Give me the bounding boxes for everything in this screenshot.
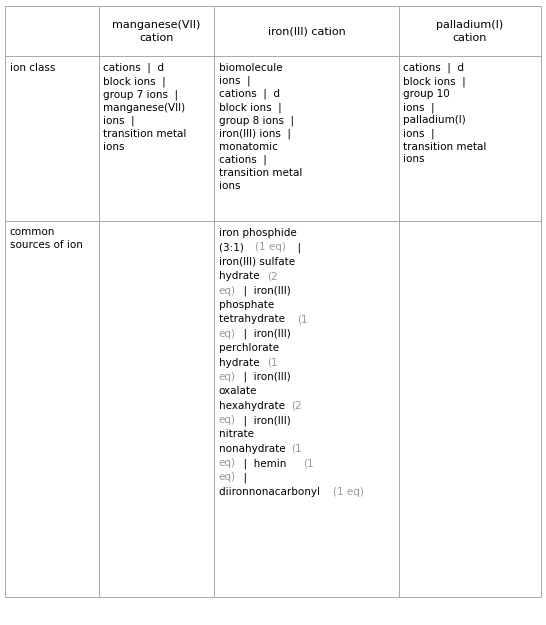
Text: ion class: ion class: [10, 62, 55, 72]
Text: hexahydrate: hexahydrate: [218, 401, 288, 411]
Text: eq): eq): [218, 329, 235, 339]
Text: (1 eq): (1 eq): [333, 487, 364, 497]
Text: diironnonacarbonyl: diironnonacarbonyl: [218, 487, 323, 497]
Text: (2: (2: [267, 271, 277, 281]
Text: (1: (1: [267, 357, 277, 367]
Text: tetrahydrate: tetrahydrate: [218, 314, 288, 324]
Text: (1 eq): (1 eq): [255, 242, 286, 252]
Text: nitrate: nitrate: [218, 429, 253, 439]
Text: (1: (1: [297, 314, 308, 324]
Text: |  iron(III): | iron(III): [236, 329, 290, 339]
Text: manganese(VII)
cation: manganese(VII) cation: [112, 20, 201, 42]
Text: eq): eq): [218, 458, 235, 468]
Text: phosphate: phosphate: [218, 300, 274, 310]
Text: perchlorate: perchlorate: [218, 343, 278, 353]
Text: |  iron(III): | iron(III): [236, 286, 290, 296]
Text: iron(III) cation: iron(III) cation: [268, 26, 345, 36]
Text: |  hemin: | hemin: [236, 458, 289, 469]
Text: palladium(I)
cation: palladium(I) cation: [436, 20, 503, 42]
Text: cations  |  d
block ions  |
group 7 ions  |
manganese(VII)
ions  |
transition me: cations | d block ions | group 7 ions | …: [104, 62, 187, 151]
Text: eq): eq): [218, 472, 235, 482]
Text: (1: (1: [291, 444, 301, 454]
Text: |: |: [236, 472, 247, 483]
Text: |  iron(III): | iron(III): [236, 415, 290, 426]
Text: hydrate: hydrate: [218, 357, 263, 367]
Text: eq): eq): [218, 286, 235, 296]
Text: oxalate: oxalate: [218, 386, 257, 396]
Text: eq): eq): [218, 372, 235, 382]
Text: hydrate: hydrate: [218, 271, 263, 281]
Text: |: |: [291, 242, 301, 253]
Text: iron phosphide: iron phosphide: [218, 228, 296, 238]
Text: (3:1): (3:1): [218, 242, 247, 252]
Text: (1: (1: [303, 458, 314, 468]
Text: common
sources of ion: common sources of ion: [10, 227, 82, 249]
Text: eq): eq): [218, 415, 235, 425]
Text: biomolecule
ions  |
cations  |  d
block ions  |
group 8 ions  |
iron(III) ions  : biomolecule ions | cations | d block ion…: [218, 62, 302, 191]
Text: (2: (2: [291, 401, 301, 411]
Text: nonahydrate: nonahydrate: [218, 444, 288, 454]
Text: |  iron(III): | iron(III): [236, 372, 290, 382]
Text: iron(III) sulfate: iron(III) sulfate: [218, 257, 295, 267]
Text: cations  |  d
block ions  |
group 10
ions  |
palladium(I)
ions  |
transition met: cations | d block ions | group 10 ions |…: [403, 62, 486, 164]
